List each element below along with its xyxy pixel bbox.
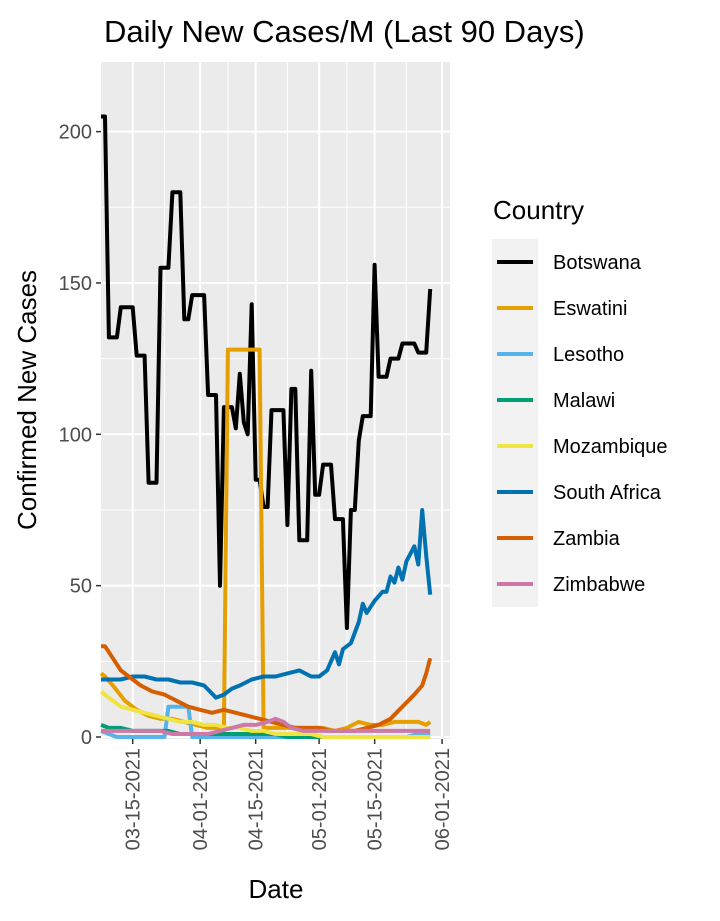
y-tick-label: 200 [59, 122, 92, 144]
legend-label: South Africa [553, 482, 662, 504]
y-tick-label: 150 [59, 273, 92, 295]
legend-label: Zambia [553, 528, 621, 550]
x-tick-label: 04-15-2021 [246, 748, 268, 850]
legend-label: Botswana [553, 252, 642, 274]
series-line-zambia [101, 644, 433, 733]
x-tick-label: 05-15-2021 [365, 748, 387, 850]
legend: Botswana Eswatini Lesotho Malawi Mozambique S… [492, 239, 668, 607]
series-line-mozambique [99, 690, 431, 739]
x-axis: 03-15-2021 04-01-2021 04-15-2021 05-01-2021… [123, 739, 454, 850]
y-tick-label: 50 [70, 576, 92, 598]
y-axis-title: Confirmed New Cases [12, 270, 42, 530]
y-tick-label: 100 [59, 424, 92, 446]
series-lines [99, 114, 433, 739]
plot-panel [101, 62, 450, 739]
x-tick-label: 03-15-2021 [123, 748, 145, 850]
chart-title: Daily New Cases/M (Last 90 Days) [104, 14, 585, 49]
legend-label: Zimbabwe [553, 574, 645, 596]
legend-title: Country [493, 195, 584, 225]
y-tick-label: 0 [81, 727, 92, 749]
legend-label: Mozambique [553, 436, 668, 458]
x-tick-label: 05-01-2021 [309, 748, 331, 850]
legend-label: Eswatini [553, 298, 627, 320]
x-tick-label: 06-01-2021 [432, 748, 454, 850]
x-axis-title: Date [249, 874, 304, 904]
y-axis: 0 50 100 150 200 [59, 122, 101, 749]
legend-label: Lesotho [553, 344, 624, 366]
series-line-south-africa [101, 508, 433, 700]
legend-label: Malawi [553, 390, 615, 412]
x-tick-label: 04-01-2021 [190, 748, 212, 850]
series-line-zimbabwe [101, 716, 431, 736]
series-line-botswana [101, 114, 433, 630]
